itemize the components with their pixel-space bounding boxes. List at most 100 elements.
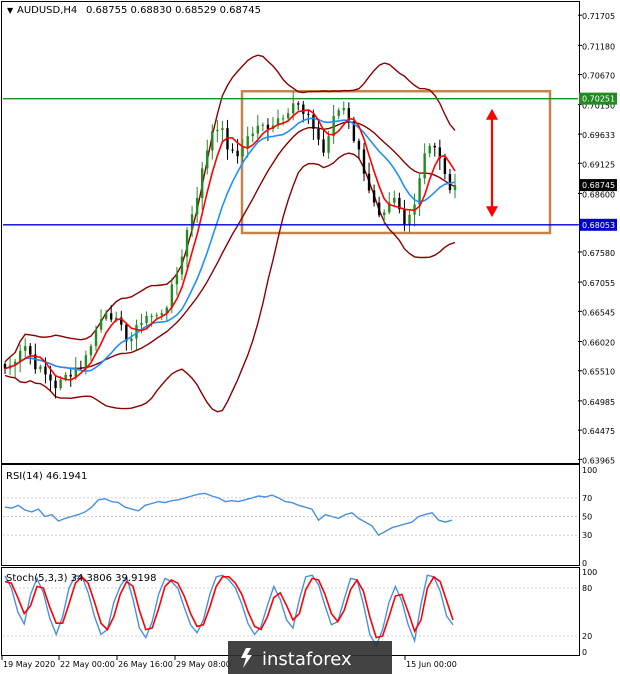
stoch-tick-label: 80	[582, 584, 592, 593]
candle-body	[352, 122, 356, 141]
moving-averages-layer	[4, 109, 456, 381]
candle-body	[302, 104, 305, 114]
candle	[307, 109, 310, 124]
candle	[322, 129, 325, 157]
candle	[246, 126, 249, 158]
candle	[372, 184, 376, 207]
header-arrow-icon[interactable]: ▼	[7, 6, 14, 15]
candle	[332, 104, 335, 144]
candle-body	[256, 125, 260, 134]
candle	[109, 305, 113, 323]
candle-body	[337, 110, 340, 116]
candle-body	[231, 149, 234, 151]
candle	[180, 249, 184, 281]
candle	[94, 325, 98, 351]
rsi-tick-label: 0	[582, 559, 587, 568]
candle-body	[448, 174, 452, 191]
time-axis: 19 May 2020 22 May 00:00 26 May 16:00 29 Ma…	[1, 656, 457, 669]
candle-body	[377, 202, 381, 216]
candle-body	[89, 346, 93, 356]
candle-body	[34, 354, 37, 370]
price-tick-label: 0.70150	[582, 101, 615, 110]
candle	[206, 139, 209, 175]
candle-body	[281, 118, 285, 120]
price-badge-label: 0.68053	[582, 221, 615, 230]
candle	[438, 139, 442, 170]
candle	[408, 210, 411, 233]
candle	[13, 358, 17, 378]
candle	[362, 143, 366, 182]
rsi-axis: 100 70 50 30 0	[582, 466, 597, 568]
price-tick-label: 0.67580	[582, 249, 615, 258]
bollinger-upper	[4, 54, 456, 363]
candle-body	[165, 307, 168, 314]
price-tick-label: 0.69633	[582, 131, 615, 140]
stoch-label: Stoch(5,3,3) 34.3806 39.9198	[6, 573, 157, 584]
time-tick-label: 22 May 00:00	[60, 660, 115, 669]
candle	[155, 312, 158, 319]
range-arrow-down-icon	[486, 206, 498, 218]
ma-fast-line	[4, 109, 456, 381]
candle-body	[438, 147, 442, 159]
candle-body	[327, 136, 330, 153]
candle	[29, 343, 32, 365]
candle	[423, 143, 426, 185]
candle-body	[393, 197, 396, 203]
price-badge	[579, 92, 617, 105]
candle-body	[297, 103, 300, 105]
candle-body	[170, 284, 174, 308]
candle-body	[125, 324, 128, 342]
range-arrow-layer	[486, 108, 498, 218]
price-tick-label: 0.71705	[582, 12, 615, 21]
watermark: instaforex	[228, 641, 392, 674]
candle	[342, 101, 345, 115]
candle	[448, 168, 452, 194]
candle	[24, 338, 27, 358]
main-panel-frame	[1, 1, 580, 464]
price-tick-label: 0.64475	[582, 427, 615, 436]
candle-body	[115, 317, 118, 320]
candle	[135, 319, 138, 350]
rsi-line	[4, 492, 453, 537]
candle-body	[69, 374, 72, 377]
candle-body	[175, 274, 179, 285]
rsi-label: RSI(14) 46.1941	[6, 471, 87, 482]
candle	[383, 209, 386, 225]
candle-body	[180, 256, 184, 275]
candle-body	[312, 114, 315, 129]
candle	[393, 190, 396, 208]
rsi-tick-label: 70	[582, 494, 592, 503]
candle-body	[322, 139, 325, 153]
candle-body	[251, 133, 254, 137]
candle-body	[74, 367, 77, 377]
candle	[312, 109, 315, 140]
candle-body	[428, 145, 431, 154]
candle-body	[150, 315, 153, 317]
candle-body	[443, 158, 447, 175]
candle-body	[388, 202, 391, 213]
candle	[256, 114, 260, 143]
time-tick-label: 19 May 2020	[3, 660, 55, 669]
candle-body	[13, 361, 17, 366]
time-tick-label: 29 May 08:00	[176, 660, 231, 669]
range-arrow-up-icon	[486, 108, 498, 120]
candle	[251, 126, 254, 143]
candle	[388, 192, 391, 215]
candle	[261, 122, 265, 132]
stoch-signal-line	[4, 575, 454, 639]
candle	[241, 139, 244, 163]
stoch-lines-layer	[4, 574, 454, 648]
stoch-tick-label: 0	[582, 648, 587, 657]
candle-body	[54, 380, 57, 389]
candle	[195, 186, 199, 224]
candle-body	[236, 150, 239, 157]
candle-body	[307, 113, 310, 115]
candle	[327, 130, 330, 159]
candle	[160, 309, 163, 321]
candle	[433, 142, 436, 157]
candle-body	[59, 379, 62, 389]
candle-body	[64, 374, 67, 380]
candle-body	[160, 313, 163, 316]
candle-body	[99, 319, 103, 330]
candle	[120, 310, 123, 331]
